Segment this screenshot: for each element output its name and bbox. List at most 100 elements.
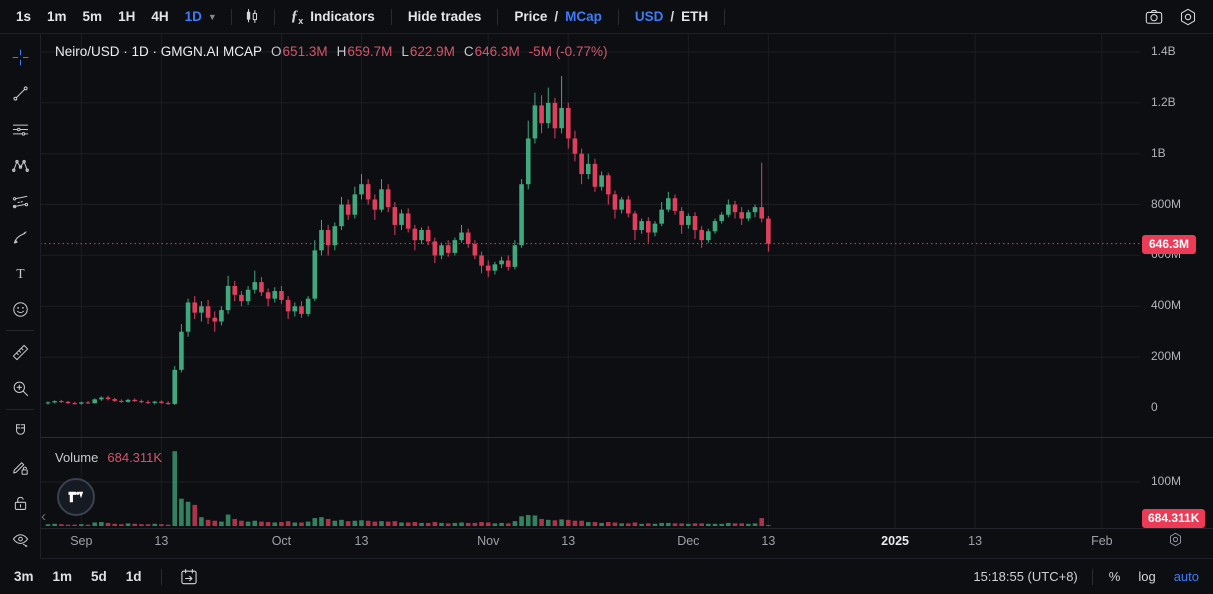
time-tick-13: 13	[354, 534, 369, 548]
lock-icon[interactable]	[3, 485, 37, 521]
candle-style-button[interactable]	[238, 2, 268, 32]
range-1m[interactable]: 1m	[52, 569, 73, 584]
open-label: O	[271, 44, 282, 59]
symbol-title: Neiro/USD · 1D · GMGN.AI MCAP	[55, 44, 263, 59]
divider	[724, 8, 726, 25]
divider	[160, 568, 162, 585]
timeframe-1D[interactable]: 1D	[184, 8, 202, 24]
divider	[497, 8, 499, 25]
low-label: L	[401, 44, 409, 59]
camera-icon[interactable]	[1139, 2, 1169, 32]
settings-icon[interactable]	[1173, 2, 1203, 32]
price-option[interactable]: Price	[514, 9, 548, 24]
eth-option[interactable]: ETH	[681, 9, 709, 24]
time-tick-Nov: Nov	[477, 534, 500, 548]
timeframe-5m[interactable]: 5m	[82, 8, 103, 24]
divider	[1091, 568, 1093, 585]
emoji-icon[interactable]	[3, 291, 37, 327]
fx-icon: ƒx	[290, 7, 304, 26]
parallel-channel-icon[interactable]	[3, 183, 37, 219]
axis-settings-gear-icon[interactable]	[1167, 531, 1184, 553]
high-label: H	[336, 44, 347, 59]
timeframe-1s[interactable]: 1s	[16, 8, 32, 24]
price-mcap-toggle[interactable]: Price / MCap	[504, 9, 612, 24]
divider	[617, 8, 619, 25]
drawing-tools-sidebar: T	[0, 34, 41, 563]
range-list: 3m 1m 5d 1d	[14, 569, 161, 584]
price-tick-1B: 1B	[1151, 145, 1166, 160]
usd-eth-toggle[interactable]: USD / ETH	[625, 9, 718, 24]
price-tick-1.4B: 1.4B	[1151, 43, 1176, 58]
divider	[6, 409, 34, 410]
range-1d[interactable]: 1d	[125, 569, 142, 584]
price-tick-1.2B: 1.2B	[1151, 94, 1176, 109]
pane-separator[interactable]	[40, 437, 1213, 438]
volume-label: Volume	[55, 450, 99, 465]
price-tick-400M: 400M	[1151, 298, 1182, 313]
hide-trades-label: Hide trades	[407, 9, 482, 24]
mcap-option[interactable]: MCap	[565, 9, 602, 24]
divider	[390, 8, 392, 25]
top-right-icons	[1139, 2, 1213, 32]
range-5d[interactable]: 5d	[91, 569, 107, 584]
tradingview-logo[interactable]	[57, 478, 95, 516]
bottom-toolbar-border	[0, 558, 1213, 559]
candles-icon	[247, 9, 258, 23]
hide-drawings-icon[interactable]	[3, 521, 37, 557]
ruler-icon[interactable]	[3, 334, 37, 370]
slash: /	[670, 9, 675, 24]
timeframe-4H[interactable]: 4H	[151, 8, 169, 24]
top-toolbar: 1s 1m 5m 1H 4H 1D ▼ ƒx Indicators Hide trades…	[0, 0, 1213, 34]
auto-scale-button[interactable]: auto	[1173, 569, 1199, 584]
price-tick-200M: 200M	[1151, 349, 1182, 364]
change-value: -5M (-0.77%)	[528, 44, 608, 59]
time-axis[interactable]: Sep 13 Oct 13 Nov 13 Dec 13 2025 13 Feb	[40, 529, 1140, 558]
volume-tick-100M: 100M	[1151, 474, 1182, 488]
percent-scale-button[interactable]: %	[1108, 569, 1121, 584]
volume-value: 684.311K	[107, 450, 163, 465]
time-tick-13: 13	[154, 534, 169, 548]
indicators-label: Indicators	[310, 9, 375, 24]
timeframe-1H[interactable]: 1H	[118, 8, 136, 24]
magnet-icon[interactable]	[3, 413, 37, 449]
time-tick-13: 13	[561, 534, 576, 548]
go-to-date-button[interactable]	[174, 562, 204, 592]
high-value: 659.7M	[347, 44, 393, 59]
time-tick-Feb: Feb	[1091, 534, 1113, 548]
calendar-range-icon	[180, 568, 197, 584]
text-icon[interactable]: T	[3, 255, 37, 291]
brush-icon[interactable]	[3, 219, 37, 255]
current-volume-badge: 684.311K	[1142, 509, 1206, 528]
log-scale-button[interactable]: log	[1138, 569, 1156, 584]
clock-timezone[interactable]: 15:18:55 (UTC+8)	[973, 569, 1078, 584]
range-3m[interactable]: 3m	[14, 569, 34, 584]
divider	[273, 8, 275, 25]
horizontal-lines-icon[interactable]	[3, 111, 37, 147]
chevron-down-icon[interactable]: ▼	[207, 11, 217, 22]
time-tick-13: 13	[761, 534, 776, 548]
xabcd-pattern-icon[interactable]	[3, 147, 37, 183]
close-value: 646.3M	[474, 44, 520, 59]
price-axis[interactable]: 646.3M 684.311K 1.4B 1.2B 1B 800M 600M 400M 20…	[1140, 0, 1213, 594]
svg-text:T: T	[16, 265, 24, 280]
zoom-in-icon[interactable]	[3, 370, 37, 406]
bottom-toolbar: 3m 1m 5d 1d 15:18:55 (UTC+8) % log auto	[0, 559, 1213, 594]
scroll-left-hint: ‹	[41, 508, 46, 525]
hide-trades-button[interactable]: Hide trades	[398, 9, 492, 24]
trend-line-icon[interactable]	[3, 75, 37, 111]
drawing-lock-icon[interactable]	[3, 449, 37, 485]
indicators-button[interactable]: ƒx Indicators	[281, 8, 385, 26]
timeframe-1m[interactable]: 1m	[47, 8, 67, 24]
open-value: 651.3M	[282, 44, 328, 59]
price-tick-0: 0	[1151, 400, 1158, 414]
usd-option[interactable]: USD	[634, 9, 664, 24]
crosshair-icon[interactable]	[3, 39, 37, 75]
divider	[6, 330, 34, 331]
time-tick-2025: 2025	[881, 534, 909, 548]
timeframe-list: 1s 1m 5m 1H 4H 1D	[0, 1, 204, 33]
time-axis-border	[40, 528, 1213, 529]
time-tick-Sep: Sep	[70, 534, 93, 548]
